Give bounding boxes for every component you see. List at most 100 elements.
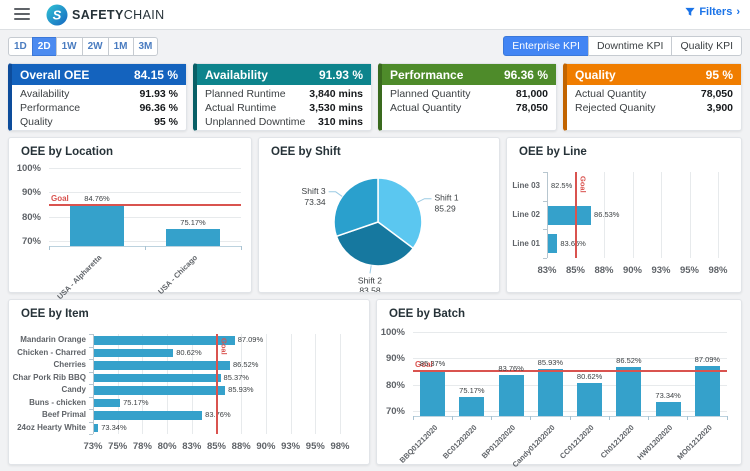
pie-slice-shift-2[interactable] [335,221,415,267]
x-tick-label: 85% [206,441,226,452]
kpi-row: Planned Quantity 81,000 [382,87,556,101]
kpi-row: Planned Runtime 3,840 mins [197,87,371,101]
axis-tick [89,371,93,373]
bar-BP01202020[interactable] [498,374,524,416]
bar-value-label: 80.62% [576,371,603,381]
kpi-body: Availability 91.93 % Performance 96.36 % Q… [12,85,186,131]
axis-tick [491,416,492,420]
tab-downtime-kpi[interactable]: Downtime KPI [587,36,673,56]
bar-Buns - chicken[interactable] [94,398,121,407]
gridline [413,384,727,386]
bar-24oz Hearty White[interactable] [94,423,99,432]
pie-slice-shift-1[interactable] [377,177,423,250]
time-range-tabs: 1D 2D 1W 2W 1M 3M [8,36,159,56]
bar-value-label: 83.76% [205,410,231,420]
bar-Line 01[interactable] [548,234,558,254]
y-category-label: Mandarin Orange [20,335,86,345]
bar-Candy01202020[interactable] [537,368,563,416]
axis-tick [89,396,93,398]
kpi-row: Unplanned Downtime 310 mins [197,115,371,129]
bar-CC01212020[interactable] [577,382,603,416]
y-tick-label: 100% [16,163,41,174]
time-tab-2d[interactable]: 2D [31,36,57,56]
kpi-row: Actual Quantity 78,050 [567,87,741,101]
gridline [49,216,241,218]
kpi-row-value: 91.93 % [139,88,178,100]
kpi-row-value: 3,900 [706,102,733,114]
bar-Beef Primal[interactable] [94,411,203,420]
goal-line [49,203,241,206]
bar-BBQ01212020[interactable] [420,370,446,416]
kpi-body: Planned Runtime 3,840 mins Actual Runtime… [197,85,371,131]
bar-Chicken - Charred[interactable] [94,348,174,357]
x-tick-label: 98% [330,441,350,452]
y-category-label: Candy [61,385,86,395]
bar-value-label: 85.37% [223,372,249,382]
bar-value-label: 75.17% [459,386,485,396]
bar-Candy[interactable] [94,386,226,395]
x-category-label: HW01202020 [635,423,675,462]
kpi-header: Performance 96.36 % [382,64,556,85]
app-header: S SAFETYCHAIN Filters › [0,0,750,30]
gridline [191,334,193,434]
bar-value-label: 86.52% [616,356,642,366]
tab-enterprise-kpi[interactable]: Enterprise KPI [503,36,589,56]
axis-tick [89,334,93,335]
pie-slice-value: 85.29 [434,204,456,214]
bar-Line 02[interactable] [548,205,592,225]
time-tab-2w[interactable]: 2W [81,36,109,56]
time-tab-1d[interactable]: 1D [8,36,33,56]
bar-HW01202020[interactable] [655,401,681,416]
kpi-card-availability: Availability 91.93 % Planned Runtime 3,84… [193,63,372,131]
kpi-row: Rejected Quanity 3,900 [567,101,741,115]
axis-tick [726,416,728,420]
kpi-row-label: Quality [20,116,53,128]
bar-value-label: 73.34% [655,390,681,400]
kpi-title: Availability [205,67,268,82]
kpi-row: Performance 96.36 % [12,101,186,115]
oee-by-batch-chart: 100% 90% 80% 70% Goal 85.37% BBQ01212020 75.17%… [377,326,741,469]
tab-row: 1D 2D 1W 2W 1M 3M Enterprise KPI Downtim… [8,35,742,57]
x-category-label: BBQ01212020 [397,423,439,465]
kpi-row-label: Planned Runtime [205,88,286,100]
filters-button[interactable]: Filters › [685,6,740,18]
bar-Mandarin Orange[interactable] [94,336,235,345]
y-tick-label: 100% [380,327,405,338]
axis-tick [569,416,571,420]
axis-tick [543,200,547,202]
time-tab-1w[interactable]: 1W [55,36,83,56]
time-tab-3m[interactable]: 3M [132,36,159,56]
oee-by-item-chart: 73% 75% 78% 80% 83% 85% 88% 90% 93% 95% 98% 87.09% M… [9,326,369,464]
bar-Cherries[interactable] [94,361,230,370]
kpi-card-quality: Quality 95 % Actual Quantity 78,050 Rejec… [563,63,742,131]
pie-slice-shift-3[interactable] [333,177,379,238]
kpi-value: 84.15 % [133,67,178,82]
y-category-label: 24oz Hearty White [17,422,86,432]
bar-MO01212020[interactable] [694,365,720,416]
x-tick-label: 98% [708,265,728,276]
kpi-row-label: Actual Runtime [205,102,277,114]
axis-tick [543,258,547,259]
bar-Ch01212020[interactable] [616,367,642,416]
bar-value-label: 82.5% [551,181,573,191]
kpi-value: 96.36 % [503,67,548,82]
bar-value-label: 75.17% [180,217,206,227]
filters-chevron-icon: › [736,6,740,18]
bar-USA - Chicago[interactable] [166,228,220,246]
kpi-row-value: 3,530 mins [309,102,363,114]
y-tick-label: 80% [21,211,41,223]
hamburger-menu-icon[interactable] [14,8,30,20]
tab-quality-kpi[interactable]: Quality KPI [671,36,742,56]
bar-USA - Alpharetta[interactable] [70,205,124,246]
gridline [142,334,144,434]
pie-slice-value: 83.58 [359,285,381,292]
chart-card-oee-by-item: OEE by Item 73% 75% 78% 80% 83% 85% 88% 90% 93% 9… [8,299,370,465]
bar-Char Pork Rib BBQ[interactable] [94,373,221,382]
kpi-view-tabs: Enterprise KPI Downtime KPI Quality KPI [503,36,742,56]
bar-BC01202020[interactable] [459,397,485,416]
gridline [49,192,241,194]
time-tab-1m[interactable]: 1M [107,36,134,56]
axis-tick [89,384,93,385]
kpi-row-value: 310 mins [318,116,363,128]
axis-tick [451,416,453,420]
